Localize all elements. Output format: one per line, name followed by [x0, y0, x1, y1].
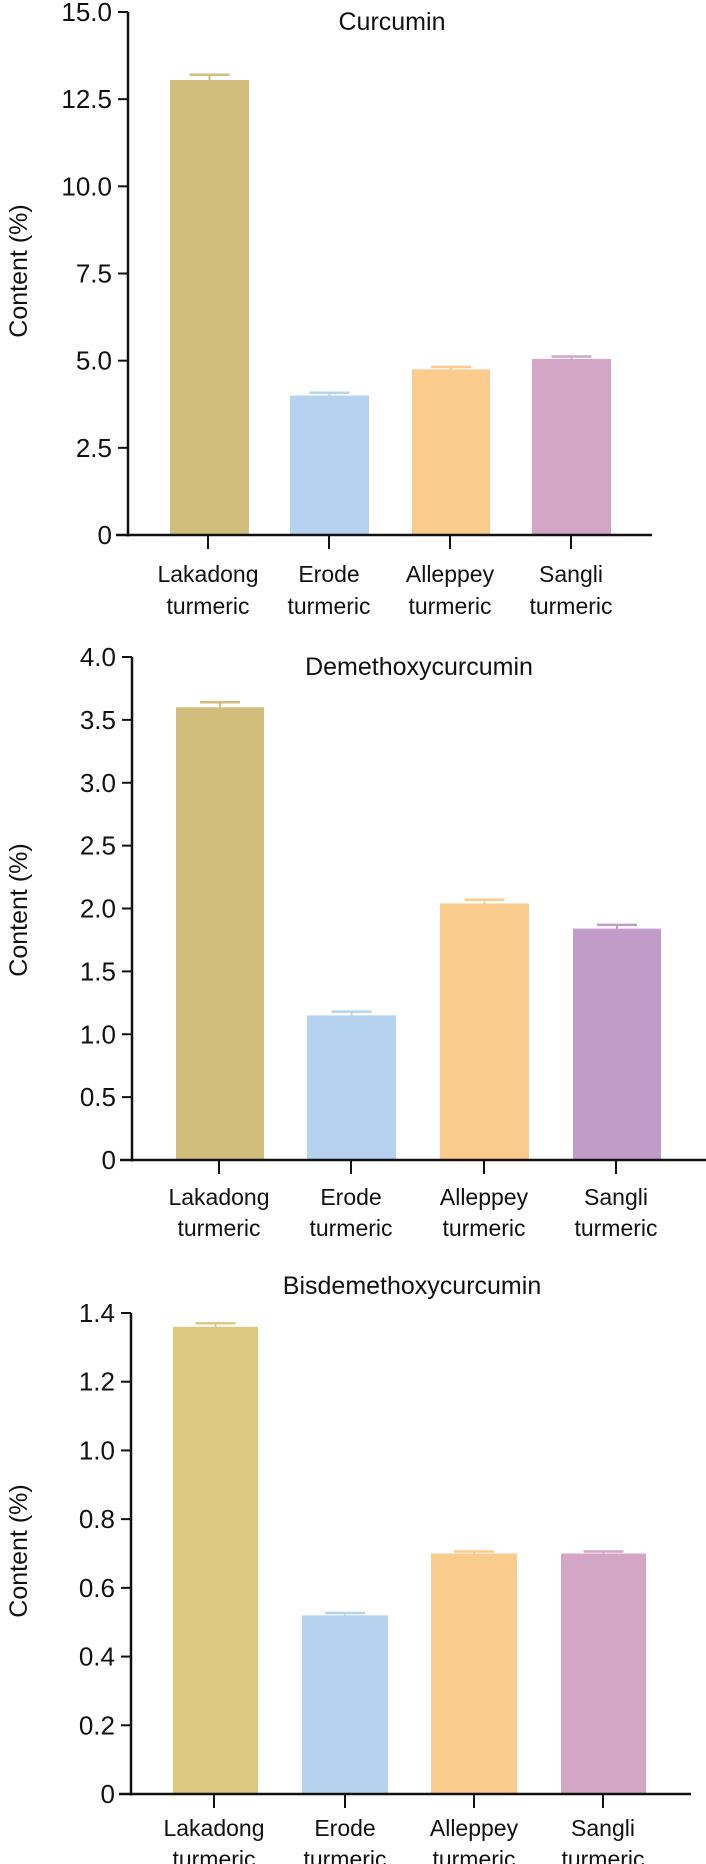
y-tick-label: 1.5	[80, 956, 116, 986]
x-tick-label: Erode	[314, 1815, 375, 1841]
chart-title: Curcumin	[339, 8, 446, 36]
x-tick-label: Alleppey	[430, 1815, 519, 1841]
y-tick-label: 4.0	[80, 642, 116, 672]
x-tick-label: Alleppey	[406, 561, 495, 587]
chart-title: Demethoxycurcumin	[305, 653, 533, 681]
y-tick-label: 0.8	[79, 1504, 115, 1534]
x-tick-label: turmeric	[166, 593, 249, 619]
y-tick-label: 5.0	[76, 346, 112, 376]
x-tick-label: turmeric	[309, 1215, 392, 1241]
y-tick-label: 0.4	[79, 1642, 115, 1672]
bar	[440, 903, 529, 1160]
y-tick-label: 0.6	[79, 1573, 115, 1603]
x-tick-label: turmeric	[561, 1846, 644, 1864]
y-tick-label: 1.0	[79, 1435, 115, 1465]
x-tick-label: turmeric	[408, 593, 491, 619]
y-tick-label: 7.5	[76, 259, 112, 289]
x-tick-label: turmeric	[303, 1846, 386, 1864]
bar	[170, 79, 249, 536]
chart-2: 0 0.5 1.0 1.5 2.0 2.5 3.0 3.5 4.0 Lakadong turmeri…	[5, 642, 706, 1241]
y-tick-label: 0	[102, 1145, 116, 1175]
x-tick-label: turmeric	[442, 1215, 525, 1241]
x-tick-label: Sangli	[571, 1815, 635, 1841]
y-tick-label: 2.5	[80, 831, 116, 861]
y-tick-label: 15.0	[61, 0, 112, 27]
bar	[412, 369, 490, 535]
x-tick-label: Lakadong	[163, 1815, 264, 1841]
y-tick-label: 10.0	[61, 171, 112, 201]
y-tick-label: 1.0	[80, 1019, 116, 1049]
x-tick-label: Sangli	[539, 561, 603, 587]
bar	[173, 1326, 258, 1794]
y-tick-label: 3.0	[80, 768, 116, 798]
y-tick-label: 1.2	[79, 1367, 115, 1397]
bar	[290, 395, 369, 535]
x-tick-label: turmeric	[177, 1215, 260, 1241]
bar	[431, 1553, 517, 1794]
y-tick-label: 2.0	[80, 894, 116, 924]
bar	[176, 707, 264, 1160]
x-tick-label: turmeric	[432, 1846, 515, 1864]
y-tick-label: 0	[101, 1779, 115, 1809]
x-tick-label: Erode	[298, 561, 359, 587]
chart-title: Bisdemethoxycurcumin	[283, 1272, 541, 1300]
x-tick-label: Alleppey	[440, 1184, 529, 1210]
bar	[532, 358, 611, 535]
x-tick-label: turmeric	[574, 1215, 657, 1241]
y-axis-label: Content (%)	[5, 1484, 33, 1617]
x-tick-label: Lakadong	[168, 1184, 269, 1210]
y-tick-label: 12.5	[61, 84, 112, 114]
y-axis-label: Content (%)	[5, 204, 33, 337]
chart-1: 0 2.5 5.0 7.5 10.0 12.5 15.0 Lakadong turmeric Er…	[5, 0, 652, 619]
y-tick-label: 2.5	[76, 433, 112, 463]
chart-3: 0 0.2 0.4 0.6 0.8 1.0 1.2 1.4 Lakadong turmeric Er…	[5, 1272, 691, 1864]
y-tick-label: 0.2	[79, 1710, 115, 1740]
x-tick-label: turmeric	[529, 593, 612, 619]
bar	[302, 1615, 388, 1794]
y-tick-label: 0.5	[80, 1082, 116, 1112]
x-tick-label: Erode	[320, 1184, 381, 1210]
bar	[307, 1015, 396, 1160]
x-tick-label: Sangli	[584, 1184, 648, 1210]
bar	[573, 928, 661, 1160]
y-axis-label: Content (%)	[5, 843, 33, 976]
y-tick-label: 3.5	[80, 705, 116, 735]
x-tick-label: turmeric	[287, 593, 370, 619]
x-tick-label: Lakadong	[157, 561, 258, 587]
y-tick-label: 1.4	[79, 1298, 115, 1328]
y-tick-label: 0	[98, 520, 112, 550]
x-tick-label: turmeric	[172, 1846, 255, 1864]
bar	[561, 1553, 646, 1794]
